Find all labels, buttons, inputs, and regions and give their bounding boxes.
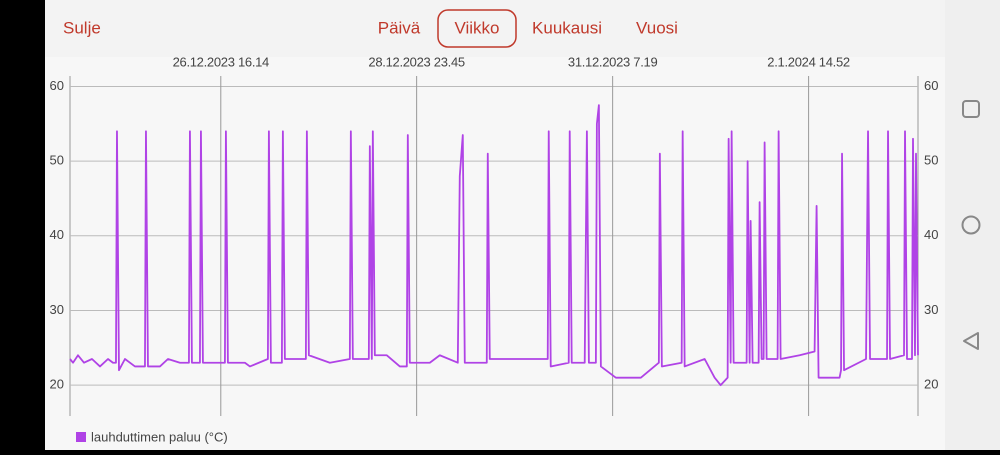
y-tick-label: 30 (50, 302, 64, 317)
y-tick-label-right: 60 (924, 78, 938, 93)
back-icon[interactable] (963, 332, 979, 350)
y-tick-label-right: 40 (924, 227, 938, 242)
x-tick-label: 31.12.2023 7.19 (568, 54, 658, 69)
y-tick-label: 20 (50, 377, 64, 392)
close-button[interactable]: Sulje (63, 18, 101, 37)
legend-swatch (76, 432, 86, 442)
left-bar (0, 0, 45, 450)
x-tick-label: 28.12.2023 23.45 (368, 54, 464, 69)
y-tick-label: 40 (50, 227, 64, 242)
y-tick-label-right: 50 (924, 153, 938, 168)
x-tick-label: 26.12.2023 16.14 (173, 54, 269, 69)
x-tick-label: 2.1.2024 14.52 (767, 54, 850, 69)
y-tick-label: 60 (50, 78, 64, 93)
app (45, 0, 945, 450)
y-tick-label-right: 20 (924, 377, 938, 392)
nav-bar (945, 0, 1000, 450)
y-tick-label: 50 (50, 153, 64, 168)
legend-label: lauhduttimen paluu (°C) (91, 429, 228, 444)
tab[interactable]: Vuosi (636, 18, 678, 37)
recent-apps-icon[interactable] (962, 100, 980, 118)
home-icon[interactable] (961, 215, 981, 235)
data-line (69, 104, 919, 387)
tab[interactable]: Kuukausi (532, 18, 602, 37)
selected-tab-outline (437, 9, 517, 48)
tab[interactable]: Päivä (378, 18, 421, 37)
tab[interactable]: Viikko (454, 18, 499, 37)
y-tick-label-right: 30 (924, 302, 938, 317)
